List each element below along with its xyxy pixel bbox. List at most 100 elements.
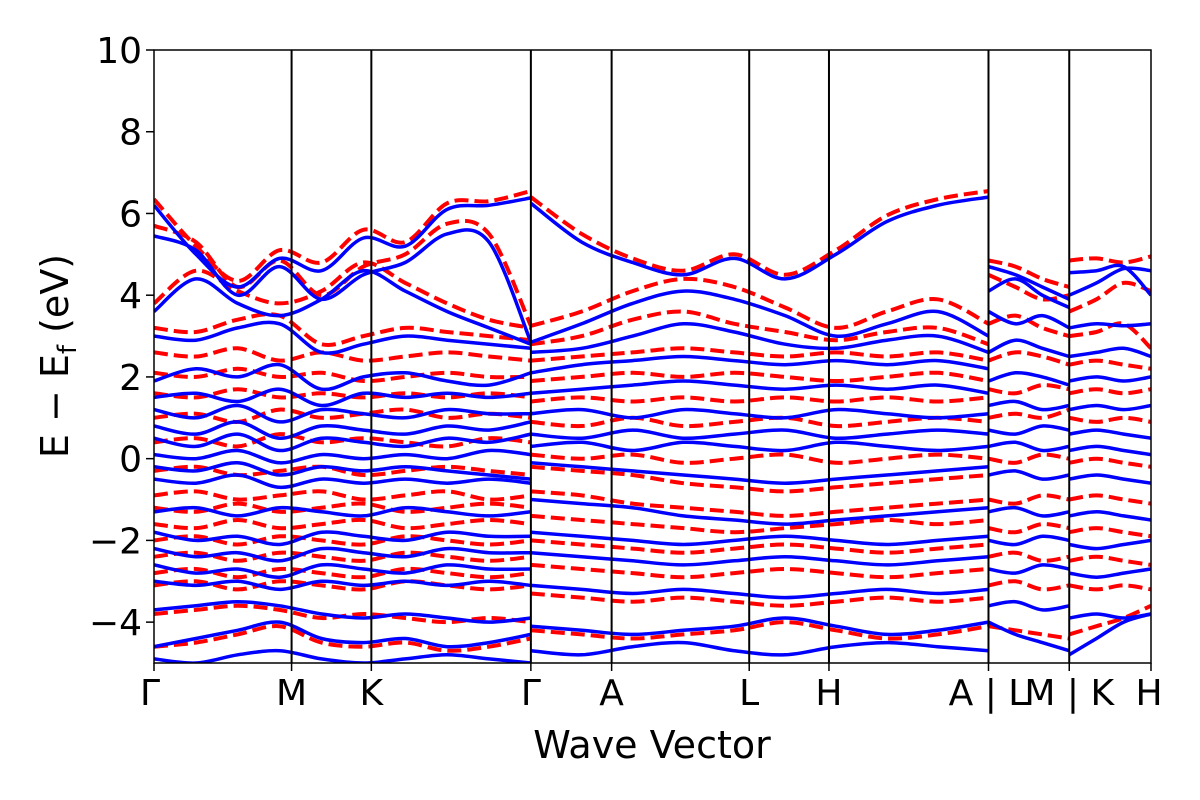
- band-solid-34: [154, 599, 532, 624]
- y-axis-label: E − Ef (eV): [33, 254, 83, 458]
- y-tick-label-4: 4: [119, 276, 142, 317]
- band-solid-96: [1069, 263, 1151, 297]
- y-axis-label-subscript: f: [53, 344, 83, 354]
- plot-frame: [153, 49, 1152, 664]
- band-dashed-30: [154, 566, 532, 580]
- band-dashed-65: [530, 591, 989, 608]
- y-axis-label-unit: (eV): [33, 254, 77, 345]
- band-dashed-109: [1068, 456, 1151, 469]
- band-dashed-0: [154, 189, 532, 283]
- band-dashed-25: [154, 517, 532, 531]
- band-solid-107: [1068, 428, 1151, 440]
- band-solid-120: [1068, 612, 1151, 657]
- x-axis-ticks: Γ M K Γ A L H A | LM | K H: [140, 663, 1163, 714]
- band-dashed-47: [530, 370, 989, 384]
- band-solid-48: [530, 379, 989, 396]
- band-solid-77: [987, 370, 1070, 387]
- band-solid-44: [530, 322, 990, 355]
- band-solid-36: [154, 620, 532, 649]
- band-solid-66: [530, 616, 989, 637]
- band-dashed-12: [154, 387, 532, 400]
- band-solid-13: [154, 403, 531, 424]
- band-solid-19: [154, 461, 532, 481]
- x-axis-label: Wave Vector: [533, 723, 771, 767]
- band-solid-101: [1068, 346, 1151, 359]
- band-dashed-106: [1068, 415, 1151, 424]
- band-dashed-22: [154, 489, 532, 502]
- x-tick-label-0: Γ: [140, 673, 160, 714]
- y-tick-label-7: 10: [96, 31, 142, 72]
- y-tick-label-6: 8: [119, 113, 142, 154]
- band-dashed-119: [1068, 603, 1151, 637]
- x-tick-label-5: L: [739, 673, 759, 714]
- x-tick-label-1: M: [276, 673, 307, 714]
- y-tick-label-1: −2: [89, 521, 142, 562]
- x-tick-label-9: H: [1135, 673, 1162, 714]
- band-solid-7: [154, 320, 532, 355]
- band-dashed-61: [530, 538, 989, 555]
- band-solid-116: [1068, 567, 1151, 579]
- band-lines: [154, 189, 1151, 663]
- x-tick-label-8: M | K: [1024, 673, 1115, 714]
- band-solid-84: [988, 469, 1070, 481]
- band-dashed-95: [1069, 254, 1151, 265]
- band-solid-90: [988, 563, 1070, 575]
- band-dashed-111: [1068, 493, 1151, 506]
- band-solid-53: [530, 440, 989, 453]
- band-solid-11: [154, 387, 532, 408]
- band-solid-71: [987, 277, 1070, 310]
- band-solid-3: [154, 228, 533, 343]
- band-dashed-63: [530, 562, 989, 580]
- y-tick-label-2: 0: [119, 440, 142, 481]
- band-dashed-41: [530, 276, 990, 330]
- band-solid-68: [530, 640, 989, 657]
- band-solid-99: [1068, 322, 1151, 330]
- band-solid-24: [154, 505, 532, 518]
- band-solid-42: [530, 289, 990, 344]
- y-tick-label-5: 6: [119, 194, 142, 235]
- band-dashed-72: [987, 272, 1070, 302]
- band-dashed-117: [1068, 583, 1151, 592]
- band-dashed-115: [1068, 554, 1151, 567]
- x-tick-label-2: K: [360, 673, 385, 714]
- band-dashed-78: [988, 383, 1070, 396]
- band-solid-50: [530, 407, 989, 420]
- band-dashed-51: [530, 415, 989, 429]
- band-dashed-20: [154, 464, 532, 478]
- band-dashed-54: [530, 452, 989, 465]
- band-dashed-26: [154, 534, 532, 547]
- band-solid-92: [988, 599, 1070, 612]
- x-tick-label-3: Γ: [521, 673, 541, 714]
- band-dashed-4: [154, 260, 532, 330]
- band-solid-15: [154, 420, 532, 440]
- band-solid-38: [154, 648, 532, 663]
- band-solid-79: [988, 399, 1070, 412]
- band-dashed-67: [530, 620, 989, 641]
- y-axis-ticks: −4 −2 0 2 4 6 8 10: [89, 31, 154, 644]
- band-solid-105: [1068, 403, 1151, 412]
- band-dashed-43: [530, 309, 990, 347]
- band-solid-108: [1068, 444, 1151, 457]
- band-dashed-98: [1068, 280, 1151, 314]
- band-solid-81: [988, 424, 1070, 436]
- band-dashed-6: [154, 312, 532, 347]
- band-solid-94: [987, 620, 1070, 653]
- band-dashed-91: [988, 579, 1070, 592]
- band-solid-33: [154, 579, 532, 592]
- band-solid-60: [530, 530, 989, 547]
- band-solid-46: [530, 354, 989, 375]
- band-dashed-40: [529, 189, 989, 277]
- band-solid-16: [154, 432, 532, 453]
- y-tick-label-3: 2: [119, 358, 142, 399]
- band-dashed-8: [154, 346, 532, 363]
- band-solid-5: [154, 268, 532, 346]
- band-dashed-85: [988, 493, 1070, 506]
- x-tick-label-4: A: [599, 673, 624, 714]
- band-dashed-70: [988, 258, 1070, 289]
- band-solid-29: [154, 546, 531, 563]
- band-dashed-102: [1068, 358, 1151, 371]
- band-dashed-14: [154, 407, 532, 424]
- high-symmetry-lines: [290, 50, 1071, 663]
- y-tick-label-0: −4: [89, 603, 142, 644]
